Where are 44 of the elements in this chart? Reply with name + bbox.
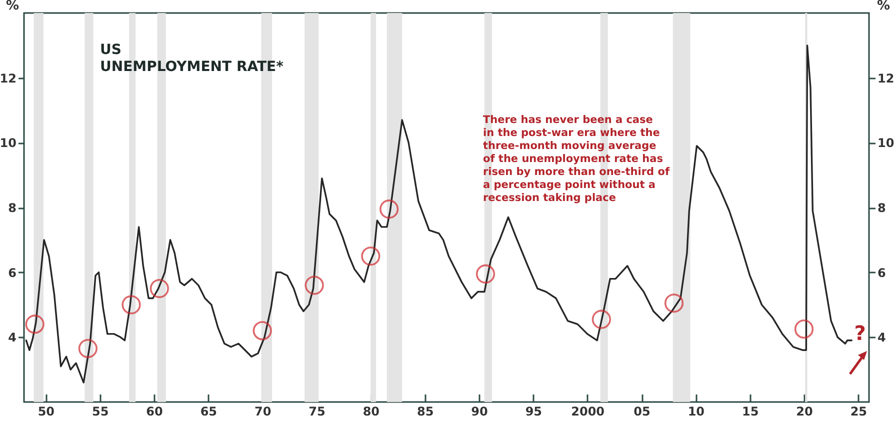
point bbox=[794, 320, 814, 339]
y2-tick-label: 4 bbox=[878, 330, 886, 345]
point bbox=[304, 276, 324, 295]
x-tick-label: 90 bbox=[471, 404, 488, 418]
x-tick-label: 70 bbox=[254, 404, 272, 418]
line-series bbox=[25, 44, 853, 384]
point bbox=[592, 310, 611, 329]
point bbox=[25, 314, 44, 334]
y2-tick-label: 8 bbox=[878, 201, 886, 215]
point bbox=[476, 264, 496, 284]
point bbox=[380, 200, 399, 219]
y2-tick-label: 6 bbox=[878, 266, 886, 280]
annotation: ? bbox=[854, 321, 866, 345]
x-tick-label: 55 bbox=[92, 404, 109, 418]
y-tick-label: 12 bbox=[0, 71, 16, 86]
point bbox=[252, 321, 272, 340]
point bbox=[150, 279, 169, 298]
x-tick-label: 10 bbox=[688, 404, 705, 418]
x-tick-label: 50 bbox=[38, 404, 55, 418]
annotation: There has never been a case in the post-war era where the three-month moving average of the unemployment rate has risen by more than one-third of a percentage point without a recession taking place bbox=[483, 114, 670, 204]
y2-axis-title: % bbox=[876, 0, 890, 14]
point bbox=[78, 338, 98, 358]
y-tick-label: 8 bbox=[8, 201, 16, 215]
y-tick-label: 6 bbox=[8, 266, 16, 280]
x-tick-label: 15 bbox=[742, 404, 759, 418]
x-tick-label: 20 bbox=[796, 404, 813, 418]
x-tick-label: 25 bbox=[850, 404, 868, 418]
x-tick-label: 05 bbox=[634, 404, 650, 418]
y2-tick-label: 12 bbox=[878, 71, 894, 86]
point bbox=[361, 246, 380, 266]
x-tick-label: 95 bbox=[525, 404, 542, 418]
point bbox=[122, 295, 141, 314]
x-tick-label: 2000 bbox=[571, 404, 605, 418]
x-tick-label: 60 bbox=[146, 404, 163, 418]
x-tick-label: 85 bbox=[416, 404, 434, 418]
point bbox=[664, 294, 684, 313]
x-tick-label: 65 bbox=[200, 404, 218, 418]
y-axis-title: % bbox=[6, 0, 20, 14]
text: US UNEMPLOYMENT RATE* bbox=[100, 42, 284, 75]
x-tick-label: 80 bbox=[362, 404, 380, 418]
x-tick-label: 75 bbox=[308, 404, 326, 418]
y-tick-label: 4 bbox=[8, 330, 16, 345]
y-tick-label: 10 bbox=[0, 136, 16, 150]
y2-tick-label: 10 bbox=[878, 136, 894, 150]
